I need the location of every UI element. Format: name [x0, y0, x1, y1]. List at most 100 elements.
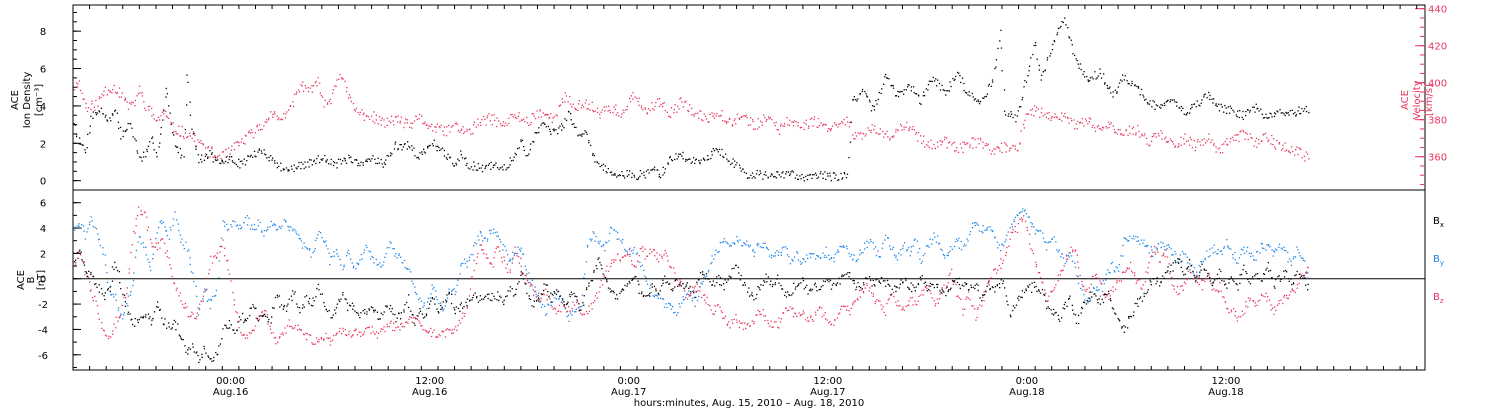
density-series-point [621, 171, 623, 173]
velocity-series-point [1139, 136, 1141, 138]
by-series-point [1089, 298, 1092, 300]
by-series-point [1219, 250, 1221, 252]
bx-series-point [835, 283, 837, 285]
bx-series-point [664, 275, 666, 277]
by-series-point [997, 247, 999, 249]
bz-series-point [308, 334, 310, 336]
density-series-point [452, 162, 454, 165]
density-series-point [1000, 47, 1003, 49]
density-series-point [599, 165, 601, 168]
bx-series-point [865, 277, 867, 279]
density-series-point [636, 178, 638, 180]
bx-series-point [370, 306, 372, 308]
bz-series-point [693, 289, 695, 292]
velocity-series-point [699, 110, 701, 112]
density-series-point [1241, 116, 1243, 118]
density-series-point [760, 172, 762, 174]
density-series-point [671, 160, 674, 162]
bz-series-point [1124, 271, 1126, 273]
velocity-series-point [259, 129, 262, 131]
density-series-point [1249, 109, 1252, 112]
bx-series-point [738, 272, 740, 274]
density-series-point [922, 95, 924, 97]
velocity-series-point [227, 147, 230, 149]
bx-series-point [665, 282, 667, 284]
velocity-series-point [552, 117, 554, 119]
bx-series-point [730, 276, 732, 279]
density-series-point [584, 130, 586, 132]
bx-series-point [643, 294, 645, 297]
by-series-point [1294, 256, 1297, 258]
velocity-series-point [600, 111, 602, 113]
velocity-series-point [879, 128, 881, 130]
velocity-series-point [529, 123, 532, 126]
velocity-series-point [759, 120, 762, 122]
velocity-series-point [721, 110, 723, 112]
bz-series-point [674, 280, 676, 282]
bx-series-point [307, 301, 310, 303]
by-series-point [624, 248, 626, 250]
velocity-series-point [378, 116, 381, 118]
bx-series-point [114, 261, 116, 263]
bx-series-point [201, 353, 203, 356]
by-series-point [280, 227, 282, 229]
density-series-point [387, 155, 390, 157]
velocity-series-point [1030, 109, 1032, 111]
by-series-point [306, 247, 308, 249]
bx-series-point [545, 284, 547, 286]
by-series-point [791, 258, 793, 261]
bz-series-point [1272, 307, 1274, 309]
density-series-point [588, 142, 590, 144]
density-series-point [95, 112, 97, 114]
density-series-point [801, 173, 803, 176]
velocity-series-point [1087, 123, 1089, 125]
density-series-point [153, 149, 155, 151]
bx-series-point [174, 321, 177, 323]
density-series-point [994, 67, 996, 70]
velocity-series-point [792, 121, 794, 123]
bz-series-point [1187, 270, 1189, 272]
velocity-series-point [740, 116, 742, 118]
velocity-series-point [111, 92, 113, 94]
density-series-point [1139, 94, 1141, 96]
bz-series-point [221, 246, 223, 248]
by-series-point [249, 228, 252, 230]
bx-series-point [119, 282, 121, 284]
by-series-point [480, 232, 482, 234]
by-series-point [104, 264, 107, 266]
by-series-point [351, 262, 353, 264]
by-series-point [1214, 251, 1216, 253]
velocity-series-point [251, 131, 253, 134]
density-series-point [1185, 114, 1187, 116]
bz-series-point [243, 334, 245, 336]
density-series-point [509, 164, 511, 166]
by-series-point [531, 279, 533, 281]
bz-series-point [872, 293, 875, 295]
by-series-point [1290, 260, 1292, 262]
density-series-point [575, 126, 577, 129]
by-series-point [706, 275, 708, 277]
bz-series-point [591, 308, 593, 310]
by-series-point [220, 237, 223, 239]
density-series-point [342, 160, 344, 162]
by-series-point [1223, 246, 1225, 248]
velocity-series-point [1050, 119, 1052, 121]
bz-series-point [791, 308, 793, 310]
density-series-point [241, 160, 243, 162]
bx-series-point [266, 316, 268, 318]
density-series-point [699, 161, 701, 164]
velocity-series-point [1053, 116, 1055, 118]
bz-series-point [211, 262, 214, 264]
velocity-series-point [668, 115, 670, 117]
bz-series-point [578, 306, 580, 308]
density-series-point [645, 170, 648, 172]
bz-series-point [1055, 284, 1057, 286]
velocity-series-point [161, 111, 163, 113]
bz-series-point [930, 292, 932, 295]
velocity-series-point [388, 120, 390, 122]
velocity-series-point [1077, 120, 1079, 123]
bz-series-point [1150, 256, 1152, 258]
density-series-point [325, 161, 327, 163]
bz-series-point [409, 316, 411, 318]
velocity-series-point [984, 144, 986, 147]
